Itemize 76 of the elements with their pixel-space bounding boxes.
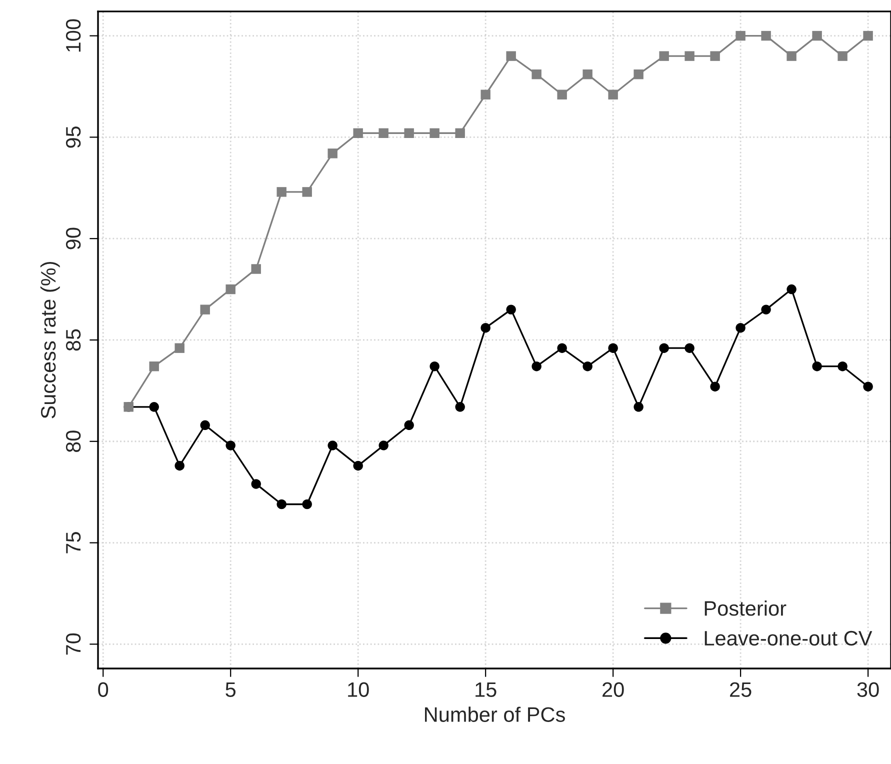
- point: [226, 284, 236, 294]
- y-axis-title: Success rate (%): [40, 262, 60, 418]
- y-tick-label: 70: [66, 633, 81, 655]
- x-tick-label: 15: [476, 682, 496, 697]
- legend-label: Posterior: [704, 600, 786, 616]
- point: [174, 343, 184, 353]
- point: [276, 499, 286, 510]
- point: [378, 128, 388, 138]
- point: [863, 30, 873, 41]
- point: [506, 51, 516, 61]
- point: [506, 304, 516, 314]
- point: [761, 304, 771, 314]
- y-tick-label: 85: [66, 329, 81, 351]
- point: [838, 51, 848, 61]
- point: [634, 69, 644, 80]
- point: [174, 460, 184, 471]
- y-tick-label: 95: [66, 126, 81, 148]
- point: [736, 30, 746, 41]
- point: [302, 187, 312, 197]
- point: [251, 264, 261, 274]
- point: [557, 90, 567, 100]
- point: [226, 440, 236, 450]
- point: [582, 69, 592, 80]
- point: [786, 284, 796, 294]
- legend-label: Leave-one-out CV: [704, 630, 872, 646]
- point: [838, 361, 848, 372]
- point: [684, 51, 694, 61]
- point: [659, 343, 669, 353]
- point: [634, 402, 644, 412]
- point: [328, 440, 338, 450]
- point: [430, 128, 440, 138]
- point: [608, 343, 618, 353]
- point: [863, 382, 873, 392]
- x-tick-label: 20: [602, 682, 624, 697]
- point: [812, 30, 822, 41]
- x-tick-label: 5: [226, 682, 236, 697]
- point: [786, 51, 796, 61]
- point: [404, 128, 414, 138]
- point: [404, 420, 414, 430]
- point: [710, 382, 720, 392]
- point: [736, 322, 746, 333]
- x-tick-label: 0: [98, 682, 108, 697]
- point: [812, 361, 822, 372]
- point: [200, 304, 210, 314]
- point: [608, 90, 618, 100]
- x-tick-label: 10: [348, 682, 369, 697]
- point: [353, 128, 363, 138]
- point: [684, 343, 694, 353]
- point: [251, 479, 261, 489]
- point: [200, 420, 210, 430]
- point: [480, 90, 490, 100]
- y-tick-label: 90: [66, 228, 81, 250]
- point: [455, 128, 465, 138]
- point: [710, 51, 720, 61]
- point: [149, 361, 159, 372]
- point: [761, 30, 771, 41]
- point: [430, 361, 440, 372]
- x-tick-label: 30: [857, 682, 879, 697]
- point: [582, 361, 592, 372]
- y-tick-label: 80: [66, 430, 81, 452]
- point: [455, 402, 465, 412]
- point: [328, 148, 338, 158]
- point: [659, 51, 669, 61]
- y-tick-label: 100: [66, 19, 81, 52]
- point: [378, 440, 388, 450]
- x-axis-title: Number of PCs: [425, 706, 565, 722]
- point: [149, 402, 159, 412]
- point: [276, 187, 286, 197]
- point: [557, 343, 567, 353]
- point: [302, 499, 312, 510]
- point: [480, 322, 490, 333]
- y-tick-label: 75: [66, 532, 81, 554]
- x-tick-label: 25: [730, 682, 752, 697]
- point: [353, 460, 363, 471]
- point: [532, 361, 542, 372]
- point: [532, 69, 542, 80]
